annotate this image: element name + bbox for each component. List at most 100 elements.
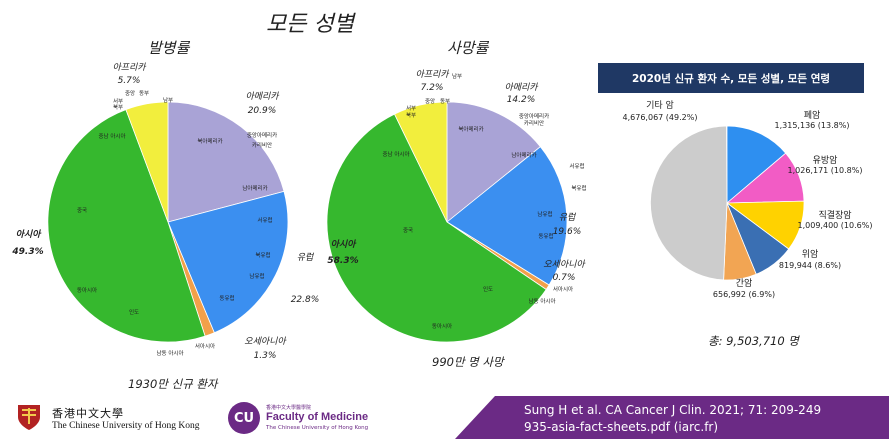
- incidence-continent-pct: 20.9%: [248, 106, 277, 116]
- incidence-region-label: 인도: [129, 309, 139, 316]
- incidence-region-label: 서부: [113, 97, 123, 105]
- mortality-region-label: 남유럽: [537, 210, 552, 218]
- incidence-continent-name: 오세아니아: [244, 336, 287, 347]
- incidence-continent-pct: 22.8%: [291, 295, 320, 305]
- mortality-region-label: 중앙: [425, 97, 435, 105]
- mortality-region-label: 남아메리카: [511, 151, 536, 159]
- incidence-region-label: 중앙아메리카: [247, 131, 277, 139]
- mortality-region-label: 동부: [440, 98, 450, 105]
- chart-labels: 중앙 동부서부북부남부북아메리카중앙아메리카카리비안남아메리카서유럽북유럽남유럽동…: [11, 62, 872, 361]
- mortality-region-label: 북아메리카: [458, 125, 483, 133]
- mortality-africa-wedge: [393, 101, 448, 223]
- incidence-europe-wedge: [167, 190, 289, 334]
- mortality-region-label: 카리비안: [524, 119, 544, 127]
- incidence-region-label: 중앙: [125, 89, 135, 97]
- mortality-continent-pct: 7.2%: [421, 83, 444, 93]
- mortality-continent-pct: 0.7%: [553, 273, 576, 283]
- mortality-continent-name: 유럽: [559, 212, 576, 223]
- mortality-region-label: 중남 아시아: [382, 150, 409, 158]
- incidence-continent-name: 아메리카: [245, 91, 280, 102]
- new-cases-total: 총: 9,503,710 명: [708, 334, 799, 348]
- mortality-continent-name: 오세아니아: [543, 259, 586, 270]
- new-cases-slice-value: 656,992 (6.9%): [713, 290, 775, 299]
- incidence-region-label: 동유럽: [219, 294, 234, 302]
- footer-banner: [455, 396, 889, 439]
- mortality-continent-name: 아메리카: [504, 82, 539, 93]
- incidence-africa-wedge: [125, 101, 169, 223]
- new-cases-slice-name: 간암: [736, 277, 753, 289]
- cu-medicine-logo: CU: [228, 402, 260, 434]
- incidence-region-label: 북부: [113, 104, 123, 111]
- mortality-pie: [326, 101, 568, 343]
- incidence-america-wedge: [167, 101, 285, 223]
- incidence-region-label: 남아메리카: [242, 184, 267, 192]
- faculty-chinese-name: 香港中文大學醫學院: [266, 405, 312, 411]
- mortality-region-label: 서유럽: [569, 162, 584, 170]
- mortality-region-label: 중국: [403, 227, 413, 234]
- faculty-university: The Chinese University of Hong Kong: [266, 425, 369, 431]
- cuhk-crest-icon: [18, 405, 40, 430]
- mortality-continent-pct: 14.2%: [507, 95, 536, 105]
- incidence-region-label: 중남 아시아: [98, 132, 125, 140]
- incidence-continent-pct: 49.3%: [11, 247, 43, 257]
- incidence-region-label: 북유럽: [255, 251, 270, 259]
- new-cases-slice-name: 기타 암: [646, 99, 674, 111]
- new-cases-slice-value: 819,944 (8.6%): [779, 261, 841, 270]
- mortality-region-label: 북유럽: [571, 184, 586, 192]
- incidence-title: 발병률: [148, 39, 190, 57]
- incidence-continent-pct: 1.3%: [254, 351, 277, 361]
- incidence-region-label: 서아시아: [195, 342, 215, 350]
- incidence-pie: [47, 101, 289, 343]
- incidence-total: 1930만 신규 환자: [128, 377, 218, 391]
- incidence-continent-name: 유럽: [297, 252, 314, 263]
- new-cases-slice-name: 폐암: [804, 109, 821, 121]
- mortality-continent-pct: 58.3%: [327, 256, 358, 266]
- mortality-total: 990만 명 사망: [432, 355, 504, 369]
- new-cases-slice-value: 1,026,171 (10.8%): [788, 166, 863, 175]
- mortality-region-label: 남동 아시아: [528, 297, 555, 305]
- incidence-region-label: 남동 아시아: [156, 349, 183, 357]
- footer-source-link[interactable]: 935-asia-fact-sheets.pdf (iarc.fr): [524, 420, 719, 434]
- footer-citation-block: Sung H et al. CA Cancer J Clin. 2021; 71…: [524, 402, 821, 436]
- mortality-region-label: 동유럽: [538, 232, 553, 240]
- incidence-asia-wedge: [47, 109, 206, 343]
- new-cases-slice-name: 직결장암: [818, 209, 851, 221]
- new-cases-slice-value: 1,009,400 (10.6%): [798, 221, 873, 230]
- incidence-region-label: 남유럽: [249, 272, 264, 280]
- mortality-region-label: 남부: [452, 72, 462, 80]
- incidence-region-label: 동아시아: [77, 286, 97, 294]
- new-cases-pie: [650, 125, 805, 281]
- new-cases-slice-name: 위암: [802, 248, 819, 260]
- new-cases-slice-6: [650, 125, 728, 281]
- incidence-region-label: 남부: [163, 96, 173, 104]
- mortality-asia-wedge: [326, 113, 547, 343]
- mortality-america-wedge: [446, 101, 541, 223]
- mortality-region-label: 서아시아: [553, 285, 573, 293]
- new-cases-slice-value: 4,676,067 (49.2%): [623, 113, 698, 122]
- new-cases-slice-value: 1,315,136 (13.8%): [775, 121, 850, 130]
- footer-citation: Sung H et al. CA Cancer J Clin. 2021; 71…: [524, 403, 822, 417]
- faculty-name: Faculty of Medicine: [266, 411, 369, 423]
- cuhk-chinese-name: 香港中文大學: [52, 407, 124, 420]
- new-cases-header: 2020년 신규 환자 수, 모든 성별, 모든 연령: [598, 63, 864, 93]
- new-cases-slice-1: [726, 125, 787, 204]
- incidence-continent-name: 아프리카: [112, 62, 147, 73]
- mortality-europe-wedge: [446, 146, 568, 286]
- mortality-title: 사망률: [447, 39, 489, 57]
- mortality-region-label: 북부: [406, 112, 416, 119]
- mortality-continent-name: 아프리카: [415, 69, 450, 80]
- mortality-region-label: 인도: [483, 286, 493, 293]
- incidence-region-label: 북아메리카: [197, 137, 222, 145]
- incidence-continent-pct: 5.7%: [118, 76, 141, 86]
- incidence-region-label: 중국: [77, 207, 87, 214]
- incidence-continent-name: 아시아: [16, 229, 43, 240]
- incidence-region-label: 동부: [139, 90, 149, 97]
- incidence-region-label: 카리비안: [252, 141, 272, 149]
- mortality-region-label: 중앙아메리카: [519, 112, 549, 120]
- mortality-continent-name: 아시아: [331, 239, 358, 250]
- new-cases-slice-name: 유방암: [813, 154, 838, 166]
- mortality-continent-pct: 19.6%: [553, 227, 582, 237]
- page-title: 모든 성별: [266, 12, 354, 37]
- mortality-region-label: 서부: [406, 104, 416, 112]
